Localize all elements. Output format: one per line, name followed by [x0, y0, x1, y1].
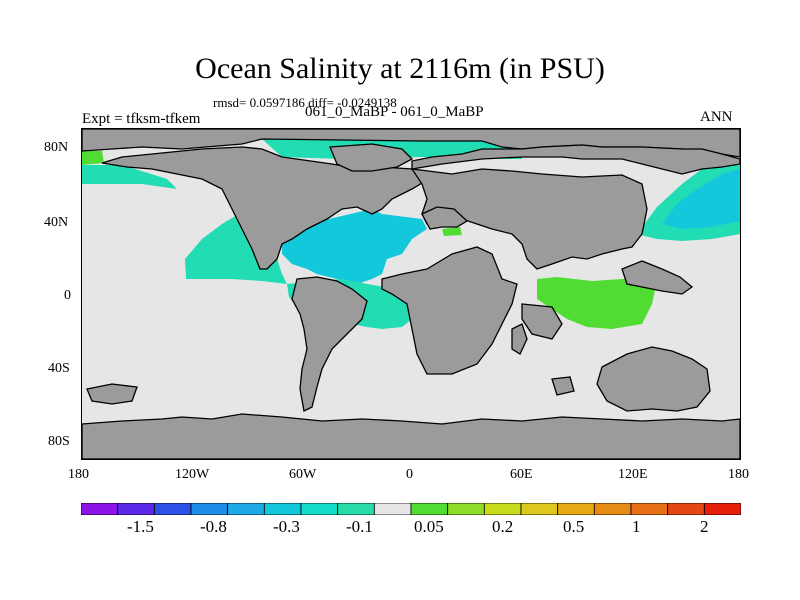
x-tick-60e: 60E	[510, 467, 533, 482]
colorbar-box	[667, 502, 705, 516]
y-tick-40n: 40N	[44, 215, 69, 230]
y-tick-40s: 40S	[48, 361, 70, 376]
map-title: Ocean Salinity at 2116m (in PSU)	[195, 52, 605, 85]
x-tick-60w: 60W	[289, 467, 317, 482]
anomaly-arctic-west	[82, 151, 104, 165]
x-tick-0: 0	[406, 467, 413, 482]
colorbar-box	[153, 502, 192, 516]
colorbar-label-neg0-8: -0.8	[200, 517, 227, 536]
anomaly-nw-pacific-core	[662, 169, 740, 229]
colorbar-box	[447, 502, 485, 516]
land-australia	[596, 346, 711, 412]
colorbar-box	[520, 502, 559, 516]
colorbar-box	[410, 502, 449, 516]
y-tick-80s: 80S	[48, 434, 70, 449]
colorbar-box	[703, 502, 742, 516]
season-label: ANN	[700, 109, 733, 125]
land-kerguelen	[551, 376, 575, 396]
map-svg	[82, 129, 740, 459]
colorbar-label-neg0-3: -0.3	[273, 517, 300, 536]
colorbar-label-neg1-5: -1.5	[127, 517, 154, 536]
land-antarctica	[82, 413, 740, 459]
colorbar-box	[483, 502, 522, 516]
colorbar-box	[593, 502, 632, 516]
land-eurasia	[411, 144, 740, 175]
land-europe-peninsula	[421, 206, 469, 230]
colorbar-label-neg0-1: -0.1	[346, 517, 373, 536]
colorbar-label-1: 1	[632, 517, 641, 536]
land-madagascar	[511, 323, 528, 355]
colorbar-box	[300, 502, 339, 516]
x-tick-120w: 120W	[175, 467, 210, 482]
experiment-label: Expt = tfksm-tfkem	[82, 111, 201, 127]
colorbar-label-0-05: 0.05	[414, 517, 444, 536]
y-tick-0: 0	[64, 288, 71, 303]
colorbar-box	[190, 502, 229, 516]
land-north-america	[101, 146, 434, 270]
runs-label: 061_0_MaBP - 061_0_MaBP	[305, 104, 484, 120]
land-south-america	[291, 276, 368, 412]
x-tick-180e: 180	[728, 467, 749, 482]
land-se-indian-patch	[521, 303, 563, 340]
map-panel	[81, 128, 741, 460]
colorbar-label-2: 2	[700, 517, 709, 536]
colorbar-box	[80, 502, 119, 516]
colorbar-box	[373, 502, 412, 516]
colorbar-label-0-2: 0.2	[492, 517, 514, 536]
colorbar-box	[630, 502, 669, 516]
colorbar-box	[557, 502, 595, 516]
land-south-pacific-isle	[86, 383, 138, 405]
colorbar	[80, 502, 742, 516]
anomaly-indian-ocean	[537, 277, 657, 329]
colorbar-box	[337, 502, 375, 516]
stats-text: rmsd= 0.0597186 diff= -0.0249138	[213, 95, 397, 110]
land-masses	[82, 129, 740, 459]
x-tick-180w: 180	[68, 467, 89, 482]
anomaly-north-atlantic	[282, 209, 427, 284]
colorbar-svg	[80, 502, 742, 516]
land-greenland	[329, 143, 414, 172]
y-tick-80n: 80N	[44, 140, 69, 155]
colorbar-box	[227, 502, 265, 516]
x-tick-120e: 120E	[618, 467, 648, 482]
colorbar-box	[263, 502, 302, 516]
anomaly-east-pacific-edge	[82, 165, 177, 189]
colorbar-label-0-5: 0.5	[563, 517, 585, 536]
colorbar-box	[117, 502, 155, 516]
land-africa	[381, 246, 518, 375]
land-indonesia	[621, 260, 694, 295]
anomaly-med-sea	[442, 227, 462, 236]
